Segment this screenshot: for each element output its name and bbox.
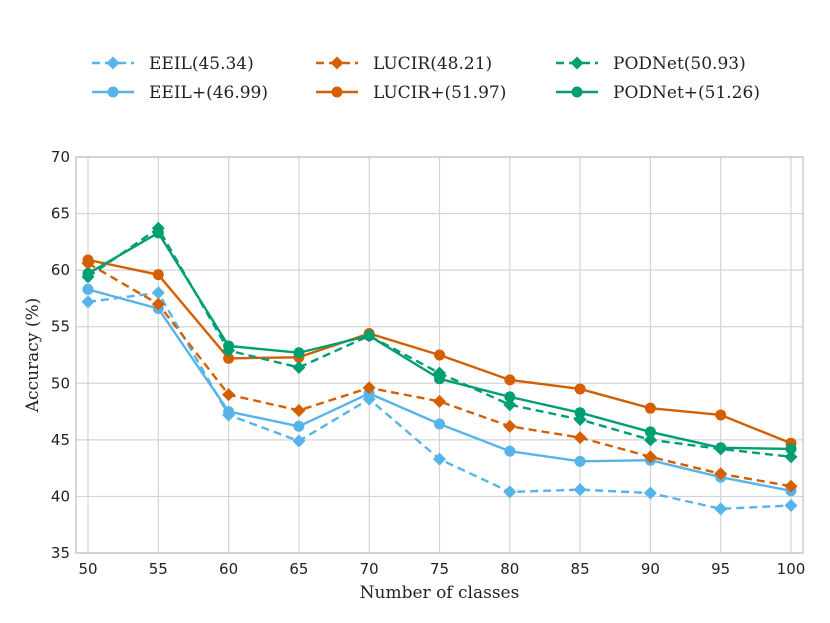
data-point — [292, 403, 306, 417]
y-tick-label: 45 — [51, 431, 70, 449]
data-point — [784, 498, 798, 512]
y-tick-label: 60 — [51, 261, 70, 279]
data-point — [573, 483, 587, 497]
data-point — [715, 442, 727, 454]
x-tick-label: 80 — [500, 560, 519, 578]
data-point — [643, 450, 657, 464]
data-point — [714, 467, 728, 481]
legend-label: LUCIR(48.21) — [373, 54, 492, 74]
x-tick-label: 100 — [777, 560, 806, 578]
data-point — [503, 398, 517, 412]
legend-item: LUCIR(48.21) — [316, 54, 492, 74]
x-tick-label: 70 — [360, 560, 379, 578]
data-point — [82, 268, 94, 280]
series-line — [87, 262, 792, 488]
data-point — [82, 254, 94, 266]
data-point — [504, 374, 516, 386]
data-point — [715, 409, 727, 421]
x-axis-title: Number of classes — [360, 583, 520, 603]
y-tick-label: 50 — [51, 374, 70, 392]
data-point — [433, 394, 446, 408]
data-point — [222, 388, 236, 402]
legend-item: LUCIR+(51.97) — [316, 83, 506, 103]
data-point — [81, 295, 95, 309]
data-point — [152, 269, 164, 281]
data-point — [151, 286, 165, 300]
legend-label: EEIL(45.34) — [149, 54, 254, 74]
legend-label: PODNet(50.93) — [613, 54, 746, 74]
legend: EEIL(45.34) LUCIR(48.21) PODNet(50.93) EEIL… — [92, 54, 760, 103]
data-point — [643, 486, 657, 500]
data-point — [433, 452, 446, 466]
y-tick-label: 55 — [51, 318, 70, 336]
legend-item: EEIL+(46.99) — [92, 83, 268, 103]
plot-frame — [75, 156, 804, 554]
x-tick-label: 75 — [430, 560, 449, 578]
x-tick-label: 85 — [571, 560, 590, 578]
data-point — [151, 297, 165, 311]
data-point — [574, 455, 586, 467]
x-tick-label: 55 — [149, 560, 168, 578]
x-tick-label: 50 — [78, 560, 97, 578]
legend-label: PODNet+(51.26) — [613, 83, 760, 103]
x-tick-label: 95 — [711, 560, 730, 578]
data-point — [574, 383, 586, 395]
x-tick-label: 90 — [641, 560, 660, 578]
data-point — [223, 406, 235, 418]
data-point — [503, 485, 517, 499]
data-point — [293, 347, 305, 359]
y-tick-labels: 35 40 45 50 55 60 65 70 — [51, 148, 70, 562]
series-layer — [81, 221, 798, 516]
data-point — [504, 391, 516, 403]
data-point — [293, 420, 305, 432]
data-point — [504, 445, 516, 457]
legend-item: PODNet+(51.26) — [556, 83, 760, 103]
data-point — [573, 431, 587, 445]
x-tick-label: 65 — [289, 560, 308, 578]
data-point — [643, 433, 657, 447]
legend-marker — [570, 56, 584, 70]
legend-marker — [330, 56, 344, 70]
data-point — [362, 381, 376, 395]
data-point — [785, 443, 797, 455]
data-point — [784, 479, 798, 493]
data-point — [644, 426, 656, 438]
legend-label: EEIL+(46.99) — [149, 83, 268, 103]
legend-label: LUCIR+(51.97) — [373, 83, 506, 103]
legend-marker — [571, 86, 583, 98]
data-point — [644, 402, 656, 414]
data-point — [574, 407, 586, 419]
data-point — [784, 450, 798, 464]
data-point — [503, 419, 517, 433]
x-tick-label: 60 — [219, 560, 238, 578]
legend-marker — [107, 86, 119, 98]
data-point — [714, 502, 728, 516]
y-tick-label: 70 — [51, 148, 70, 166]
data-point — [434, 418, 445, 430]
data-point — [434, 373, 445, 385]
legend-marker — [331, 86, 343, 98]
y-tick-label: 35 — [51, 544, 70, 562]
data-point — [223, 352, 235, 364]
y-tick-label: 65 — [51, 205, 70, 223]
data-point — [363, 330, 375, 342]
legend-item: PODNet(50.93) — [556, 54, 746, 74]
data-point — [434, 349, 445, 361]
data-point — [223, 340, 235, 352]
data-point — [292, 434, 306, 448]
y-axis-title: Accuracy (%) — [23, 298, 43, 413]
data-point — [152, 227, 164, 239]
x-tick-labels: 50 55 60 65 70 75 80 85 90 95 100 — [78, 560, 805, 578]
series-PODNet+(51.26) — [82, 227, 797, 455]
y-tick-label: 40 — [51, 487, 70, 505]
data-point — [292, 360, 306, 374]
legend-item: EEIL(45.34) — [92, 54, 254, 74]
legend-marker — [106, 56, 120, 70]
data-point — [82, 283, 94, 295]
